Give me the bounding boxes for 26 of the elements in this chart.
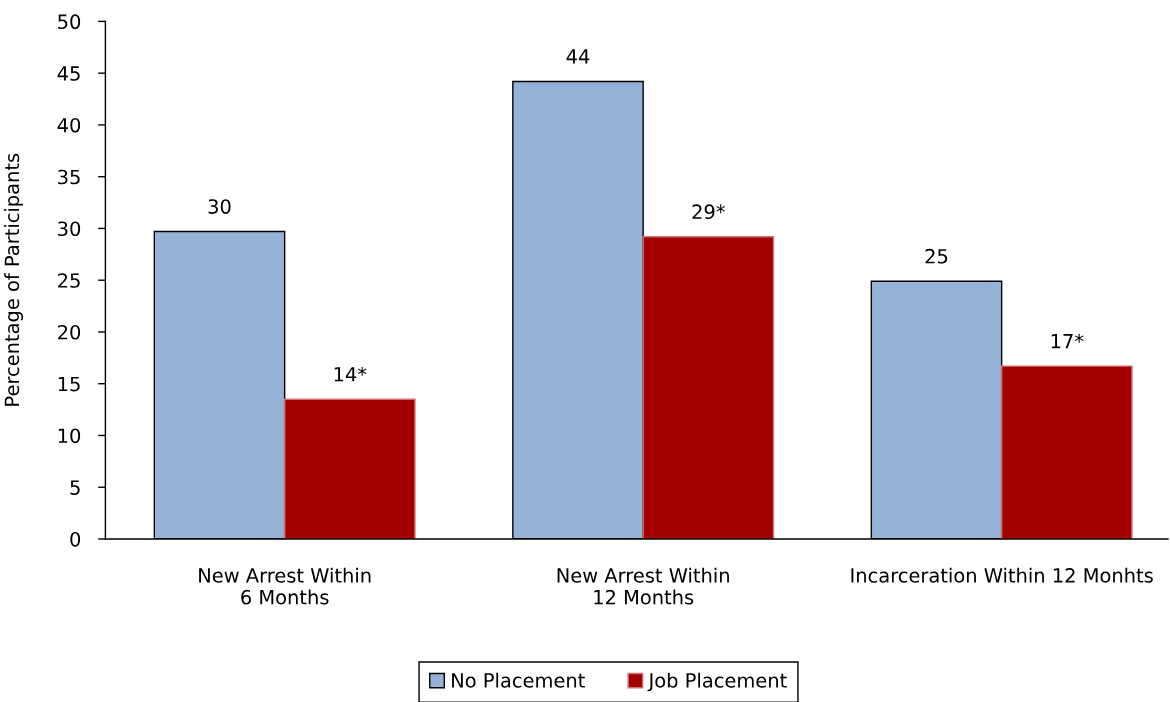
data-label: 14* [334, 366, 367, 382]
y-tick-label: 50 [58, 14, 81, 30]
bar [1000, 365, 1133, 539]
y-tick-label: 0 [70, 531, 81, 547]
y-tick-label: 10 [58, 428, 81, 444]
x-tick-label: New Arrest Within 12 Months [557, 567, 729, 605]
y-tick-label: 30 [58, 221, 81, 237]
data-label: 44 [566, 49, 590, 64]
data-label: 17* [1051, 333, 1084, 349]
bar [283, 398, 416, 539]
y-tick-label: 35 [58, 169, 80, 185]
x-tick-label: New Arrest Within 6 Months [199, 567, 371, 605]
y-tick-label: 20 [58, 324, 81, 340]
legend-label: Job Placement [647, 672, 787, 692]
data-label: 25 [925, 248, 948, 264]
y-axis-title: Percentage of Participants [4, 153, 23, 406]
data-label: 29* [692, 204, 725, 220]
y-tick-label: 40 [57, 117, 81, 133]
x-tick-label: Incarceration Within 12 Monhts [851, 567, 1153, 583]
y-tick-label: 25 [58, 273, 80, 288]
y-tick-label: 45 [57, 66, 80, 81]
bar [642, 236, 775, 539]
y-tick-label: 5 [70, 480, 80, 495]
y-tick-label: 15 [58, 376, 80, 392]
legend-label: No Placement [452, 672, 585, 688]
data-label: 30 [208, 199, 231, 214]
